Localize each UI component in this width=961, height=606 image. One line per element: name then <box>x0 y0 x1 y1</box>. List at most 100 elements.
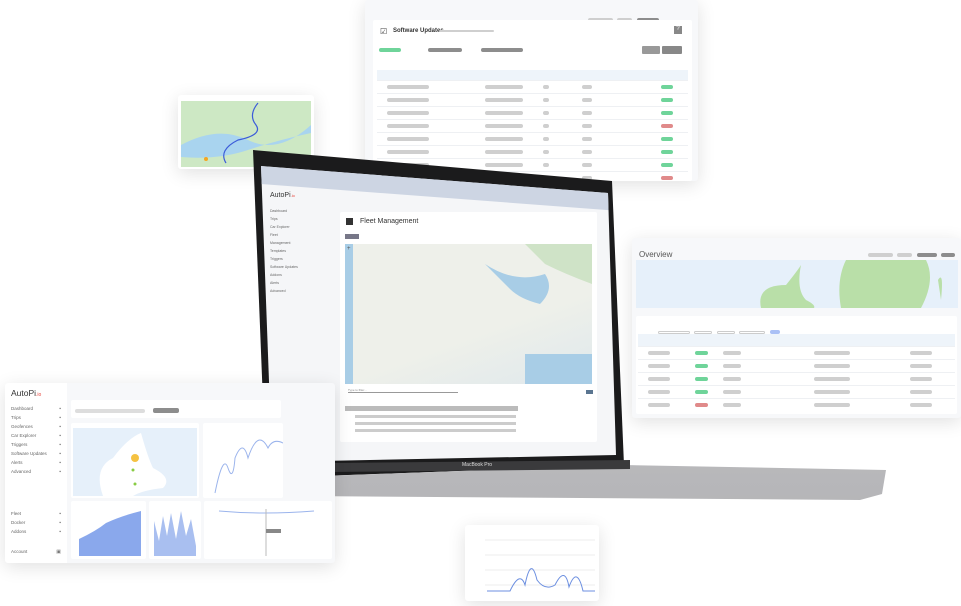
overview-map[interactable] <box>636 260 958 308</box>
sidebar-item-advanced[interactable]: Advanced <box>270 289 286 293</box>
status-badge <box>695 364 708 368</box>
sidebar-item-addons[interactable]: Addons <box>270 273 282 277</box>
sidebar-item-triggers[interactable]: Triggers ▪ <box>11 442 61 448</box>
devices-table <box>636 316 957 414</box>
line-series <box>487 568 595 592</box>
addons-icon: ▪ <box>59 529 61 535</box>
sidebar-item-management[interactable]: Management <box>270 241 291 245</box>
fleet-icon: ▪ <box>59 511 61 517</box>
garage-icon <box>346 218 353 225</box>
table-row[interactable] <box>638 385 955 398</box>
rpm-chart-card <box>149 501 201 559</box>
laptop-model-label: MacBook Pro <box>462 462 493 468</box>
line-chart-panel <box>465 525 599 601</box>
docker-icon: ▪ <box>59 520 61 526</box>
zoom-in-button[interactable]: + <box>347 246 351 252</box>
sidebar-item-alerts[interactable]: Alerts <box>270 281 279 285</box>
route-map[interactable] <box>178 95 314 169</box>
trigger-icon: ▪ <box>59 442 61 448</box>
trip-map-card <box>71 423 199 498</box>
logo: AutoPi.io <box>11 388 42 398</box>
action-button[interactable] <box>662 46 682 54</box>
sidebar-item-software-updates[interactable]: Software Updates <box>270 265 298 269</box>
sidebar-item-docker[interactable]: Docker ▪ <box>11 520 61 526</box>
sidebar-item-car-explorer[interactable]: Car Explorer ▪ <box>11 433 61 439</box>
car-explorer-icon: ▪ <box>59 433 61 439</box>
status-badge <box>695 351 708 355</box>
result-badge <box>661 176 673 180</box>
table-row[interactable] <box>377 145 688 158</box>
sidebar-item-dashboard[interactable]: Dashboard <box>270 209 288 213</box>
result-badge <box>661 85 673 89</box>
sidebar-item-alerts[interactable]: Alerts ▪ <box>11 460 61 466</box>
sidebar-item-dashboard[interactable]: Dashboard ▪ <box>11 406 61 412</box>
fleet-map[interactable]: + <box>345 244 592 384</box>
table-row[interactable] <box>377 119 688 132</box>
software-updates-panel: ☑ Software Updates ? <box>365 0 698 181</box>
table-row[interactable] <box>638 346 955 359</box>
sidebar-item-trips[interactable]: Trips ▪ <box>11 415 61 421</box>
route-map-panel <box>178 95 314 169</box>
help-button[interactable]: ? <box>674 26 682 34</box>
alert-icon: ▪ <box>59 460 61 466</box>
page-title: Fleet Management <box>360 218 419 225</box>
route-start-marker <box>204 157 208 161</box>
table-row[interactable] <box>377 132 688 145</box>
sidebar-item-templates[interactable]: Templates <box>270 249 286 253</box>
dashboard-icon: ▪ <box>59 406 61 412</box>
status-badge <box>695 377 708 381</box>
sidebar-item-trips[interactable]: Trips <box>270 217 278 221</box>
checkbox-icon: ☑ <box>380 27 388 36</box>
table-row[interactable] <box>377 106 688 119</box>
search-button[interactable] <box>769 330 780 334</box>
result-badge <box>661 150 673 154</box>
table-row[interactable] <box>638 372 955 385</box>
table-row[interactable] <box>377 80 688 93</box>
result-badge <box>661 111 673 115</box>
refresh-button[interactable] <box>642 46 660 54</box>
route-line <box>223 102 259 164</box>
sidebar-item-fleet[interactable]: Fleet <box>270 233 278 237</box>
page-title: Software Updates <box>393 28 444 34</box>
account-icon: ▣ <box>56 549 61 555</box>
car-icon: ▪ <box>59 415 61 421</box>
dashboard-panel: AutoPi.io Dashboard ▪ Trips ▪ Geofences ▪ Car … <box>5 383 335 563</box>
filter-input[interactable]: Type to filter... <box>348 388 458 393</box>
result-badge <box>661 98 673 102</box>
status-badge <box>695 390 708 394</box>
sidebar-item-triggers[interactable]: Triggers <box>270 257 283 261</box>
great-lakes <box>485 264 549 304</box>
result-badge <box>661 163 673 167</box>
filter-button[interactable] <box>586 390 593 394</box>
result-badge <box>661 137 673 141</box>
updates-table <box>377 70 688 181</box>
back-button[interactable] <box>345 234 359 239</box>
geofence-icon: ▪ <box>59 424 61 430</box>
fleet-table <box>345 402 592 432</box>
voltage-chart-card <box>204 501 332 559</box>
advanced-icon: ▪ <box>59 469 61 475</box>
odometer-chart-card <box>71 501 146 559</box>
logo: AutoPi.io <box>270 192 295 199</box>
table-row[interactable] <box>638 398 955 411</box>
table-row[interactable] <box>638 359 955 372</box>
table-row[interactable] <box>377 93 688 106</box>
sidebar-item-advanced[interactable]: Advanced ▪ <box>11 469 61 475</box>
fleet-management-card: Fleet Management + Type to filter... <box>340 212 597 442</box>
speed-chart-card <box>203 423 284 498</box>
status-badge <box>695 403 708 407</box>
page-title: Overview <box>639 250 673 259</box>
sidebar-item-addons[interactable]: Addons ▪ <box>11 529 61 535</box>
sidebar-item-software-updates[interactable]: Software Updates ▪ <box>11 451 61 457</box>
sidebar-item-geofences[interactable]: Geofences ▪ <box>11 424 61 430</box>
table-row[interactable] <box>377 158 688 171</box>
sidebar-item-fleet[interactable]: Fleet ▪ <box>11 511 61 517</box>
sidebar-item-car-explorer[interactable]: Car Explorer <box>270 225 290 229</box>
line-chart <box>485 539 595 592</box>
sidebar-item-account[interactable]: Account ▣ <box>11 549 61 555</box>
result-badge <box>661 124 673 128</box>
update-icon: ▪ <box>59 451 61 457</box>
screen-sidebar: AutoPi.io Dashboard Trips Car Explorer Flee… <box>270 192 325 297</box>
dashboard-sidebar: AutoPi.io Dashboard ▪ Trips ▪ Geofences ▪ Car … <box>5 383 67 563</box>
overview-panel: Overview <box>632 238 961 418</box>
